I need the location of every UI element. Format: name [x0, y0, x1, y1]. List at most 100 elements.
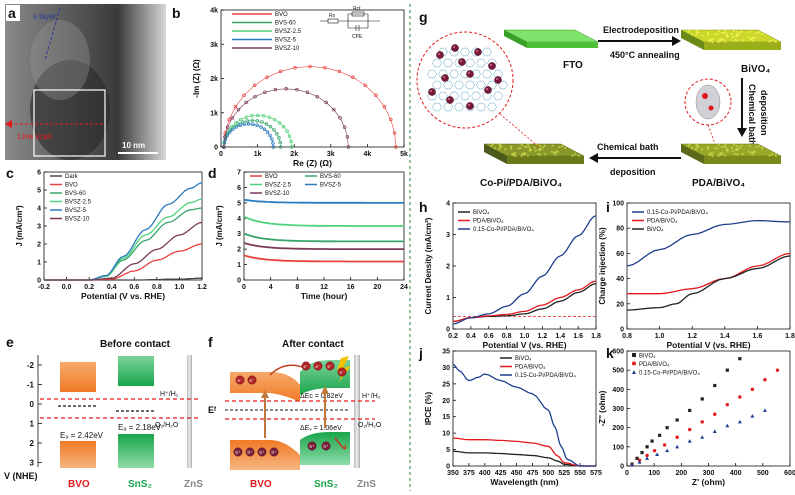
hole-symbol: h⁺ [248, 450, 254, 455]
data-point-k [750, 387, 755, 392]
pda-ring [498, 80, 508, 90]
film-grain [755, 146, 758, 149]
data-point-k [700, 397, 704, 401]
data-point-k [725, 402, 730, 407]
film-grain [707, 31, 710, 34]
co-pi-particle [466, 70, 474, 78]
film-grain [701, 34, 704, 37]
y-tick-label-k: 0 [620, 464, 624, 471]
line-scan-label: Line scan [18, 132, 52, 141]
data-point-b [351, 75, 355, 80]
pda-ring [482, 47, 492, 57]
pda-ring [432, 102, 442, 112]
step2-line2: deposition [759, 90, 769, 136]
panel-label-h: h [419, 199, 428, 215]
co-pi-highlight [430, 90, 432, 92]
pda-ring [487, 102, 497, 112]
pda-ring [471, 91, 481, 101]
electron-symbol: e⁻ [304, 364, 310, 369]
hole-symbol: h⁺ [324, 444, 330, 449]
x-tick-label-d: 20 [373, 284, 381, 291]
film-grain [543, 144, 546, 147]
y-tick-label-d: 4 [237, 216, 241, 223]
data-point-k [650, 439, 654, 443]
pda-ring [487, 80, 497, 90]
data-point-b [259, 125, 263, 129]
film-grain [755, 32, 758, 35]
data-point-b [255, 123, 259, 128]
film-grain [734, 152, 737, 156]
y-tick-label-i: 20 [616, 301, 624, 308]
film-grain [707, 147, 710, 150]
data-point-b [392, 131, 397, 135]
x-tick-label-b: 1k [254, 151, 262, 158]
film-grain [717, 29, 720, 33]
data-point-b [389, 117, 393, 122]
band-e-o-label: O₂/H₂O [155, 422, 179, 429]
film-grain [537, 152, 540, 156]
film-grain [768, 40, 771, 43]
data-point-k [645, 445, 649, 449]
pda-ring [454, 102, 464, 112]
x-tick-label-b: 2k [290, 151, 298, 158]
film-grain [510, 145, 513, 148]
x-tick-label-k: 600 [784, 470, 795, 477]
legend-label-c: Dark [65, 174, 79, 180]
pda-ring [476, 80, 486, 90]
data-point-k [700, 435, 705, 439]
band-e-ytick-label: 0 [30, 400, 35, 409]
film-grain [498, 143, 501, 146]
chart-h: 0.2 0.4 0.6 0.8 1.0 1.2 1.4 1.6 1.8 0 1 2 3 4 Potentia… [424, 201, 601, 351]
data-point-b [252, 83, 257, 88]
panel-label-c: c [6, 165, 14, 181]
sns2-cb [118, 356, 154, 386]
panel-label-b: b [172, 5, 181, 21]
series-line-h [452, 282, 597, 323]
data-point-b [271, 141, 275, 145]
pda-ring [471, 47, 481, 57]
panel-label-e: e [6, 334, 14, 350]
pda-texture [687, 143, 777, 157]
y-tick-label-i: 60 [616, 251, 624, 258]
series-line-b [223, 88, 349, 148]
legend-marker-k [632, 370, 636, 374]
pda-ring [460, 69, 470, 79]
y-tick-label-j: 0 [446, 464, 450, 471]
data-point-b [262, 127, 267, 132]
y-tick-label-c: 2 [37, 242, 41, 249]
data-point-b [278, 69, 283, 74]
panel-a: Line scan s layer 10 nm a [5, 4, 166, 160]
legend-label-b: BVSZ-10 [275, 46, 300, 52]
co-pi-particle [488, 62, 496, 70]
pda-ring [443, 58, 453, 68]
electron [235, 375, 245, 385]
film-grain [740, 144, 743, 147]
film-grain [714, 147, 717, 150]
y-tick-label-j: 15 [442, 414, 450, 421]
film-grain [747, 150, 751, 153]
legend-label-c: BVS-60 [65, 191, 86, 197]
y-tick-label-c: 6 [37, 170, 41, 177]
data-point-b [278, 145, 283, 149]
data-point-k [700, 420, 704, 424]
data-point-b [234, 120, 238, 125]
hole [269, 447, 279, 457]
chart-i: 0.8 1.0 1.2 1.4 1.6 1.8 0 20 40 60 80 100 Potential … [598, 201, 795, 351]
data-point-k [737, 419, 742, 424]
x-tick-label-j: 550 [574, 470, 586, 477]
data-point-k [637, 460, 642, 464]
legend-label-d: BVSZ-5 [320, 183, 342, 189]
legend-label-h: PDA/BiVO₄ [473, 219, 504, 225]
film-grain [768, 154, 771, 157]
film-grain [723, 40, 727, 43]
delta-ev-label: ΔEᵥ = 1.06eV [300, 425, 342, 432]
y-tick-label-k: 500 [612, 368, 624, 375]
co-pi-highlight [443, 76, 445, 78]
hole [321, 441, 331, 451]
data-point-b [244, 100, 248, 105]
x-axis-label-i: Potential V (vs. RHE) [666, 340, 750, 350]
panel-label-k: k [606, 345, 614, 361]
x-tick-label-j: 350 [447, 470, 459, 477]
x-tick-label-h: 1.4 [555, 333, 565, 340]
y-tick-label-c: 4 [37, 206, 41, 213]
